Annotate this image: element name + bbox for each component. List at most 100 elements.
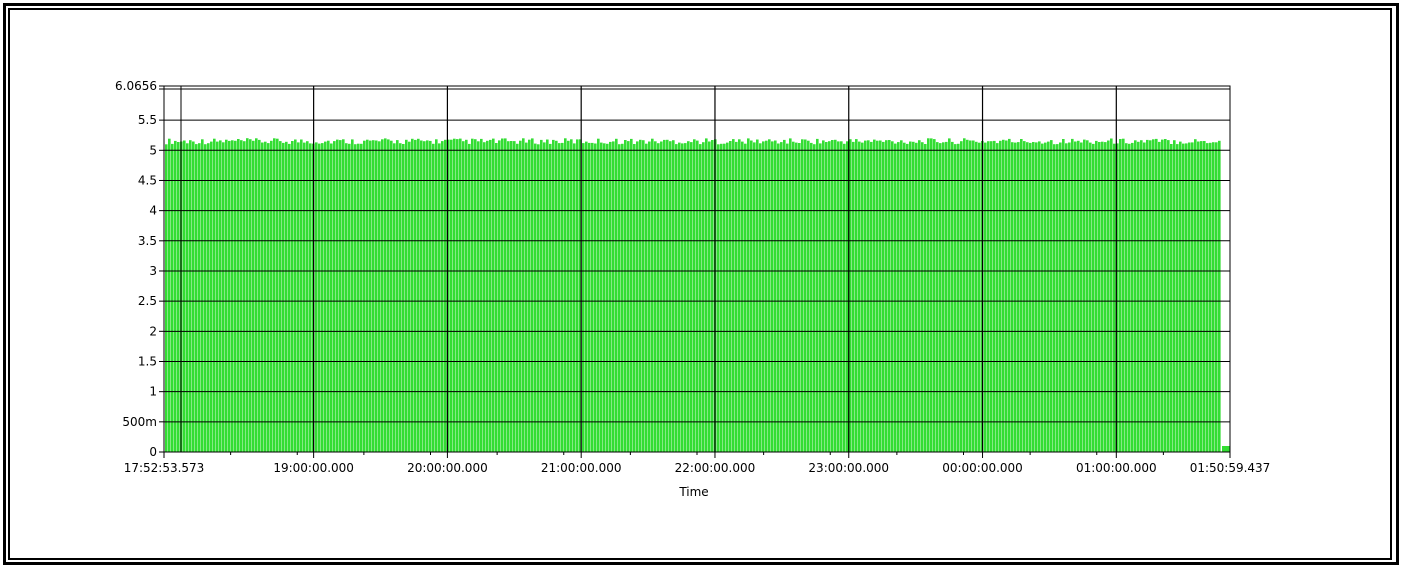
bar xyxy=(678,142,681,452)
bar xyxy=(375,140,378,452)
bar xyxy=(1104,142,1107,452)
bar xyxy=(723,143,726,452)
bar xyxy=(987,141,990,452)
bar xyxy=(1005,140,1008,452)
bar xyxy=(1086,140,1089,453)
bar xyxy=(543,142,546,452)
bar xyxy=(213,138,216,452)
bar xyxy=(1206,143,1209,452)
bar xyxy=(1026,142,1029,452)
bar xyxy=(627,141,630,452)
bar xyxy=(258,139,261,452)
bar xyxy=(855,139,858,452)
bar xyxy=(750,140,753,452)
bar xyxy=(405,139,408,453)
bar xyxy=(345,143,348,452)
bar xyxy=(279,141,282,452)
bar xyxy=(948,138,951,452)
bar xyxy=(864,140,867,452)
bar xyxy=(933,139,936,452)
bar xyxy=(825,142,828,452)
bar xyxy=(291,141,294,452)
bar xyxy=(1017,142,1020,452)
bar xyxy=(1062,139,1065,452)
bar xyxy=(1080,142,1083,452)
bar xyxy=(552,139,555,452)
y-tick-label: 3 xyxy=(149,264,157,278)
y-tick-label: 1 xyxy=(149,385,157,399)
bar xyxy=(1038,141,1041,452)
bar xyxy=(582,143,585,452)
bar xyxy=(1152,139,1155,453)
y-tick-label: 5.5 xyxy=(138,113,157,127)
bar xyxy=(225,139,228,452)
y-axis: 6.0656 5.5 5 4.5 4 3.5 3 2.5 2 1.5 1 500m 0 xyxy=(115,79,164,459)
bar xyxy=(669,141,672,452)
bar xyxy=(285,141,288,453)
bar xyxy=(807,140,810,452)
bar xyxy=(1182,143,1185,452)
bar xyxy=(1074,141,1077,452)
bar xyxy=(1164,139,1167,452)
x-tick-label: 01:00:00.000 xyxy=(1076,461,1157,475)
bar xyxy=(903,142,906,452)
y-tick-label: 2 xyxy=(149,324,157,338)
bar xyxy=(894,143,897,452)
bar xyxy=(330,143,333,452)
bar xyxy=(462,141,465,452)
bar xyxy=(201,139,204,453)
bar xyxy=(1200,141,1203,452)
bar xyxy=(216,141,219,452)
bar xyxy=(369,140,372,452)
bar xyxy=(579,139,582,453)
bar xyxy=(666,139,669,453)
bar xyxy=(1176,144,1179,452)
bar xyxy=(777,143,780,452)
bar xyxy=(174,140,177,452)
bar xyxy=(252,140,255,453)
bar xyxy=(222,142,225,453)
bar xyxy=(747,138,750,452)
y-tick-label: 6.0656 xyxy=(115,79,157,93)
bar xyxy=(966,139,969,453)
x-tick-label: 01:50:59.437 xyxy=(1190,461,1271,475)
bar xyxy=(498,140,501,452)
bar xyxy=(996,143,999,452)
y-tick-label: 500m xyxy=(122,415,157,429)
bar xyxy=(1041,143,1044,452)
bar xyxy=(1008,138,1011,452)
bar xyxy=(1101,141,1104,452)
bar xyxy=(930,138,933,452)
bar xyxy=(495,143,498,452)
bar xyxy=(501,138,504,452)
bar xyxy=(303,142,306,452)
bar xyxy=(1083,139,1086,452)
bar xyxy=(852,141,855,452)
bar xyxy=(576,139,579,452)
bar xyxy=(642,140,645,452)
bar xyxy=(696,140,699,452)
bar xyxy=(381,139,384,453)
bar xyxy=(1185,143,1188,452)
y-tick-label: 2.5 xyxy=(138,294,157,308)
bar xyxy=(603,143,606,453)
bar xyxy=(165,144,168,453)
bar xyxy=(408,141,411,452)
bar xyxy=(528,139,531,452)
bar xyxy=(564,138,567,453)
bar xyxy=(606,143,609,453)
bar xyxy=(813,144,816,452)
bar xyxy=(477,141,480,453)
outer-frame xyxy=(3,3,1399,565)
bar xyxy=(171,143,174,452)
bar xyxy=(456,139,459,452)
bar xyxy=(294,139,297,452)
bar xyxy=(1194,139,1197,452)
bar xyxy=(336,139,339,452)
bar xyxy=(510,141,513,452)
bar xyxy=(321,143,324,452)
bar xyxy=(372,140,375,452)
bar xyxy=(417,138,420,453)
bar xyxy=(636,141,639,452)
bar xyxy=(474,139,477,452)
